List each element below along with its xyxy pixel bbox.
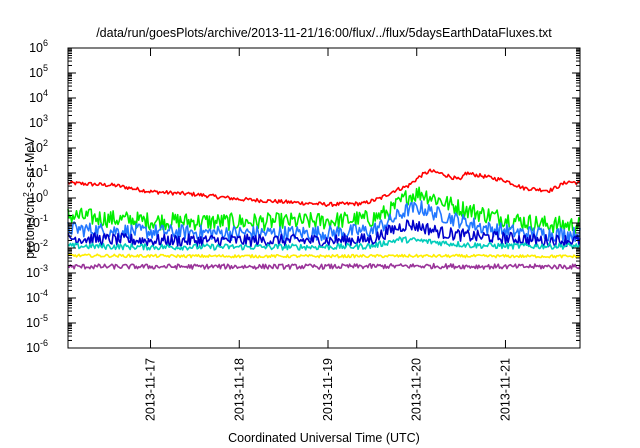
y-tick-exponent: 6 [43,38,48,48]
y-tick-base: 10 [29,91,43,105]
series-line-6 [67,253,581,259]
y-tick-exponent: 4 [43,88,48,98]
y-tick-exponent: -3 [40,263,48,273]
x-tick-label: 2013-11-17 [144,358,158,421]
y-axis-label: protons/cm2-s-sr-MeV [21,137,37,259]
y-tick-label: 104 [29,88,48,105]
y-tick-label: 105 [29,63,48,80]
y-tick-exponent: -5 [40,313,48,323]
y-tick-base: 10 [29,141,43,155]
y-tick-label: 10-4 [26,288,48,305]
y-tick-exponent: 3 [43,113,48,123]
y-label-main: protons/cm [23,197,37,259]
plot-frame [67,47,581,349]
y-tick-label: 102 [29,138,48,155]
y-tick-label: 10-2 [26,238,48,255]
y-tick-base: 10 [26,291,40,305]
y-tick-label: 10-6 [26,338,48,355]
y-tick-label: 10-1 [26,213,48,230]
y-tick-base: 10 [29,41,43,55]
y-tick-label: 10-3 [26,263,48,280]
y-tick-base: 10 [26,316,40,330]
y-tick-exponent: 0 [43,188,48,198]
y-tick-label: 106 [29,38,48,55]
series-line-1 [67,168,581,207]
y-tick-exponent: -1 [40,213,48,223]
y-tick-exponent: 5 [43,63,48,73]
y-tick-base: 10 [26,241,40,255]
x-tick-label: 2013-11-21 [498,358,512,421]
y-tick-exponent: -4 [40,288,48,298]
y-tick-base: 10 [29,66,43,80]
y-label-rest: -s-sr-MeV [23,137,37,193]
y-tick-label: 100 [29,188,48,205]
y-tick-label: 101 [29,163,48,180]
series-line-3 [67,200,581,243]
series-line-4 [67,219,581,248]
y-tick-base: 10 [26,341,40,355]
series-layer [67,168,581,270]
y-tick-exponent: -6 [40,338,48,348]
series-line-2 [67,186,581,235]
y-tick-base: 10 [29,191,43,205]
y-axis: 10-610-510-410-310-210-11001011021031041… [26,38,580,355]
chart-title: /data/run/goesPlots/archive/2013-11-21/1… [96,26,552,40]
y-tick-exponent: 1 [43,163,48,173]
x-tick-label: 2013-11-18 [232,358,246,421]
y-label-superscript: 2 [21,192,31,197]
y-tick-exponent: -2 [40,238,48,248]
y-tick-label: 10-5 [26,313,48,330]
y-tick-base: 10 [29,166,43,180]
y-tick-base: 10 [26,266,40,280]
series-line-5 [67,236,581,251]
x-tick-label: 2013-11-19 [321,358,335,421]
x-axis: 2013-11-17 2013-11-18 2013-11-19 2013-11-20… [144,48,512,421]
x-axis-label: Coordinated Universal Time (UTC) [228,431,420,445]
y-tick-base: 10 [29,116,43,130]
y-tick-base: 10 [26,216,40,230]
series-line-7 [67,262,581,270]
y-tick-exponent: 2 [43,138,48,148]
x-tick-label: 2013-11-20 [410,358,424,421]
y-tick-label: 103 [29,113,48,130]
